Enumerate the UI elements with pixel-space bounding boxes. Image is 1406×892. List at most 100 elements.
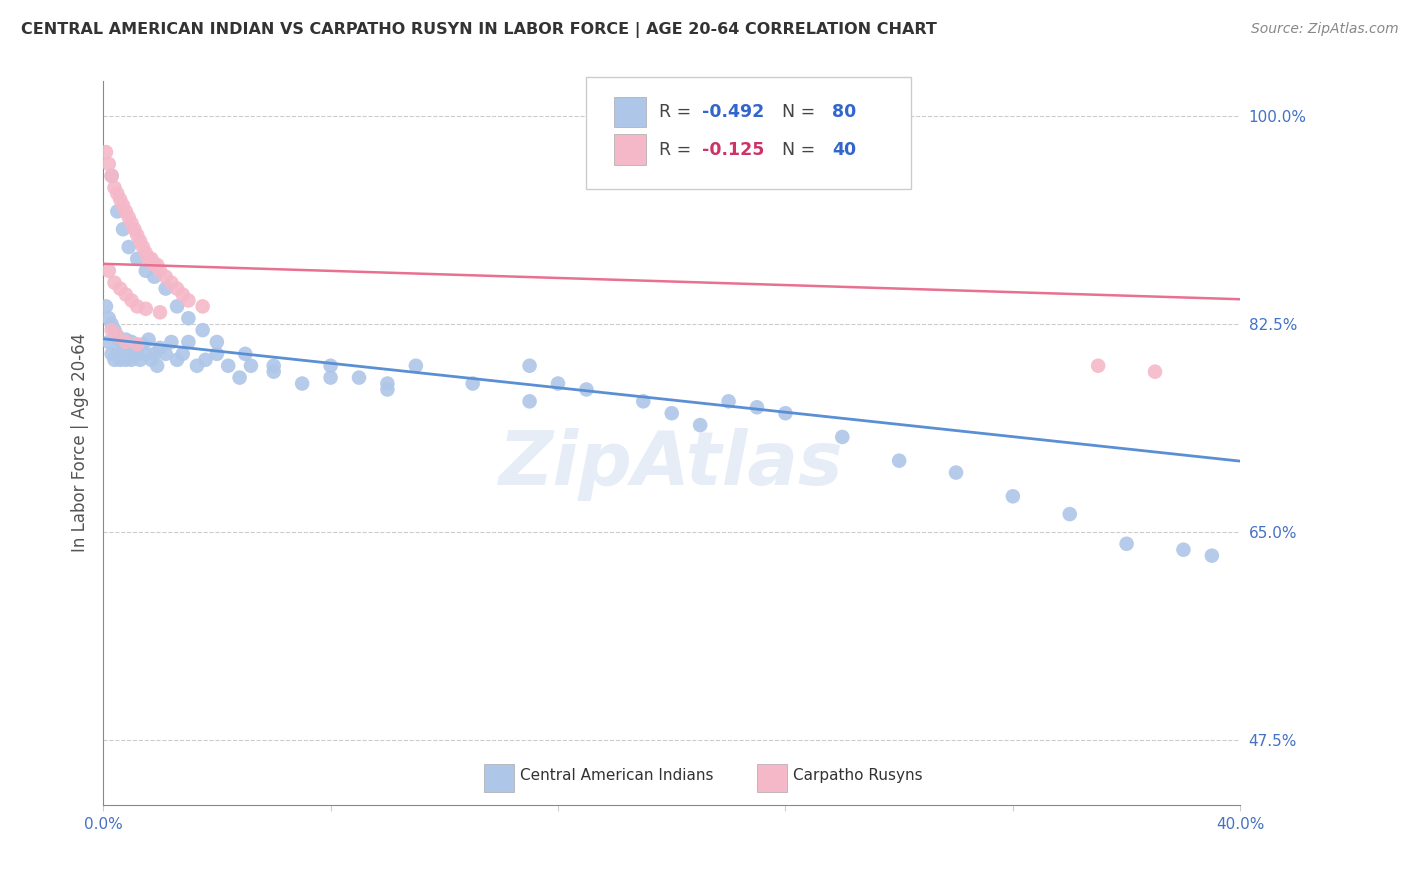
Point	[143, 258, 166, 272]
Point	[143, 269, 166, 284]
Point	[186, 359, 208, 373]
Text: 80: 80	[832, 103, 856, 121]
Point	[121, 334, 143, 349]
Point	[108, 334, 131, 349]
Point	[1059, 507, 1081, 521]
Point	[124, 222, 146, 236]
Y-axis label: In Labor Force | Age 20-64: In Labor Force | Age 20-64	[72, 334, 89, 552]
Point	[155, 269, 177, 284]
Point	[547, 376, 569, 391]
FancyBboxPatch shape	[484, 764, 513, 792]
Point	[103, 352, 125, 367]
Point	[105, 329, 128, 343]
Point	[177, 334, 200, 349]
Point	[103, 323, 125, 337]
Point	[717, 394, 740, 409]
Point	[889, 453, 911, 467]
Point	[228, 370, 250, 384]
FancyBboxPatch shape	[614, 135, 645, 165]
Point	[1087, 359, 1109, 373]
Point	[263, 359, 285, 373]
Point	[129, 352, 152, 367]
Point	[205, 334, 228, 349]
Text: N =: N =	[770, 103, 821, 121]
Point	[319, 370, 342, 384]
Text: 40: 40	[832, 141, 856, 159]
Point	[239, 359, 262, 373]
Point	[149, 305, 172, 319]
Text: Carpatho Rusyns: Carpatho Rusyns	[793, 768, 922, 783]
Point	[155, 347, 177, 361]
Point	[191, 299, 214, 313]
Text: Source: ZipAtlas.com: Source: ZipAtlas.com	[1251, 22, 1399, 37]
Point	[105, 186, 128, 201]
Text: -0.125: -0.125	[703, 141, 765, 159]
Point	[97, 334, 120, 349]
Point	[166, 299, 188, 313]
Point	[97, 157, 120, 171]
Text: ZipAtlas: ZipAtlas	[499, 428, 844, 501]
Point	[118, 211, 141, 225]
Point	[103, 276, 125, 290]
Point	[172, 287, 194, 301]
Text: R =: R =	[659, 141, 697, 159]
Point	[149, 264, 172, 278]
Point	[149, 341, 172, 355]
Point	[166, 282, 188, 296]
Point	[118, 240, 141, 254]
Point	[519, 359, 541, 373]
Point	[177, 293, 200, 308]
Point	[97, 311, 120, 326]
Point	[377, 376, 399, 391]
Point	[405, 359, 427, 373]
Point	[115, 334, 138, 349]
FancyBboxPatch shape	[614, 97, 645, 128]
Point	[291, 376, 314, 391]
Text: N =: N =	[770, 141, 821, 159]
Point	[94, 145, 117, 160]
Point	[1143, 365, 1166, 379]
Point	[138, 252, 160, 266]
Point	[1001, 489, 1024, 503]
Point	[146, 258, 169, 272]
Point	[461, 376, 484, 391]
Point	[115, 287, 138, 301]
Point	[108, 282, 131, 296]
Point	[519, 394, 541, 409]
Point	[115, 352, 138, 367]
Point	[160, 276, 183, 290]
Point	[108, 193, 131, 207]
Point	[1201, 549, 1223, 563]
Point	[263, 365, 285, 379]
Point	[118, 337, 141, 351]
Point	[831, 430, 853, 444]
Point	[166, 352, 188, 367]
Point	[194, 352, 217, 367]
Text: -0.492: -0.492	[703, 103, 765, 121]
Point	[172, 347, 194, 361]
Point	[1173, 542, 1195, 557]
Point	[97, 264, 120, 278]
Point	[160, 334, 183, 349]
Point	[100, 323, 122, 337]
Point	[127, 252, 149, 266]
Point	[143, 347, 166, 361]
Point	[100, 169, 122, 183]
Point	[135, 301, 157, 316]
Point	[129, 234, 152, 248]
Point	[689, 418, 711, 433]
Point	[105, 204, 128, 219]
Point	[138, 333, 160, 347]
Text: R =: R =	[659, 103, 697, 121]
Point	[141, 252, 163, 266]
FancyBboxPatch shape	[756, 764, 786, 792]
Point	[775, 406, 797, 420]
Point	[319, 359, 342, 373]
Text: CENTRAL AMERICAN INDIAN VS CARPATHO RUSYN IN LABOR FORCE | AGE 20-64 CORRELATION: CENTRAL AMERICAN INDIAN VS CARPATHO RUSY…	[21, 22, 936, 38]
Point	[205, 347, 228, 361]
Point	[633, 394, 655, 409]
Point	[100, 347, 122, 361]
Point	[217, 359, 239, 373]
Point	[100, 317, 122, 331]
Point	[112, 347, 135, 361]
